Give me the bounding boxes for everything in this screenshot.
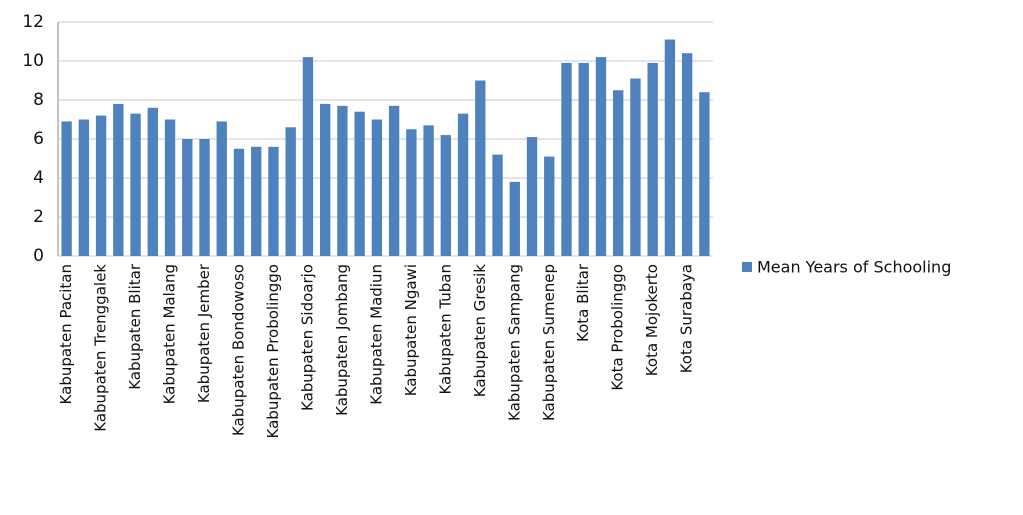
x-tick-label: Kabupaten Jember (195, 263, 213, 403)
bar (406, 129, 417, 256)
bar (526, 137, 538, 256)
bar (285, 127, 296, 256)
y-tick-label: 6 (33, 129, 44, 149)
x-tick-label: Kabupaten Blitar (126, 263, 144, 390)
y-tick-label: 8 (33, 90, 44, 110)
bar (561, 62, 572, 257)
bar (423, 125, 434, 256)
x-tick-label: Kabupaten Gresik (471, 264, 489, 398)
bar (337, 105, 348, 256)
bar (216, 121, 227, 256)
bar (371, 119, 383, 256)
bar (182, 139, 193, 256)
bar (699, 92, 710, 256)
bar (647, 62, 658, 257)
bar (61, 121, 72, 256)
bar (492, 154, 503, 256)
bar (388, 105, 400, 256)
bar (613, 90, 624, 256)
x-tick-label: Kabupaten Pacitan (57, 264, 75, 404)
bar (130, 113, 141, 257)
bar (233, 148, 245, 256)
x-tick-label: Kabupaten Bondowoso (229, 264, 247, 436)
y-tick-label: 4 (33, 168, 44, 188)
bar (475, 80, 486, 256)
bar (113, 103, 124, 257)
x-tick-label: Kota Surabaya (678, 264, 696, 373)
x-tick-label: Kabupaten Ngawi (402, 264, 420, 396)
x-tick-label: Kabupaten Trenggalek (92, 264, 110, 432)
x-tick-label: Kabupaten Sidoarjo (298, 264, 316, 411)
x-tick-label: Kabupaten Probolinggo (264, 264, 282, 438)
bar (164, 119, 176, 256)
bar (630, 78, 641, 256)
x-tick-label: Kabupaten Tuban (436, 264, 454, 395)
bar (544, 156, 555, 256)
bar (681, 53, 693, 257)
bar (199, 139, 210, 256)
bar (440, 135, 451, 256)
bar (147, 107, 158, 256)
legend-label: Mean Years of Schooling (757, 258, 951, 277)
y-tick-label: 12 (22, 12, 44, 32)
bar (78, 119, 90, 256)
x-tick-label: Kota Mojokerto (643, 264, 661, 376)
bar (509, 181, 520, 256)
y-tick-label: 0 (33, 246, 44, 266)
y-tick-label: 10 (22, 51, 44, 71)
x-tick-label: Kabupaten Malang (161, 264, 179, 404)
legend-swatch (742, 262, 752, 272)
bar (595, 57, 607, 256)
x-tick-label: Kabupaten Sumenep (540, 264, 558, 421)
bar (578, 62, 589, 257)
bar (302, 57, 314, 256)
bar (457, 113, 469, 257)
bar (320, 103, 331, 257)
bar (95, 115, 107, 256)
x-tick-label: Kota Probolinggo (609, 264, 627, 391)
x-tick-label: Kabupaten Jombang (333, 264, 351, 416)
x-tick-label: Kabupaten Sampang (505, 264, 523, 421)
bar (268, 146, 279, 256)
bar (354, 111, 365, 256)
x-tick-label: Kabupaten Madiun (367, 264, 385, 405)
x-tick-label: Kota Blitar (574, 263, 592, 342)
bar (664, 39, 676, 256)
bar (251, 146, 262, 256)
y-tick-label: 2 (33, 207, 44, 227)
